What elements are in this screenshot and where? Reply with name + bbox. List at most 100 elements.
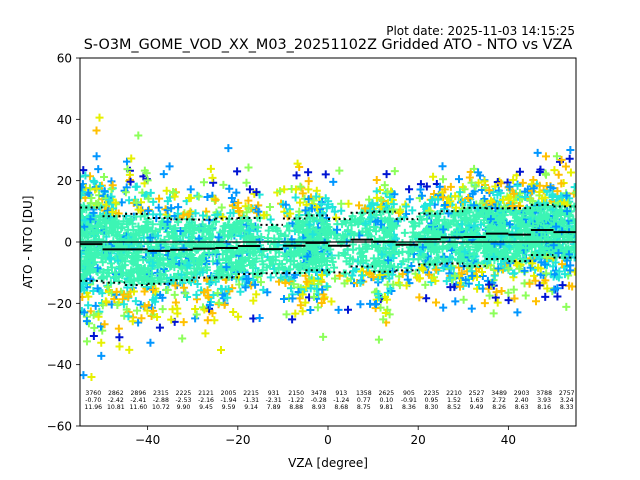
scatter-point — [414, 255, 423, 264]
scatter-point — [205, 234, 214, 243]
scatter-point — [224, 285, 233, 294]
scatter-point — [99, 272, 108, 281]
scatter-point — [309, 292, 318, 301]
scatter-point — [122, 305, 131, 314]
scatter-point — [176, 252, 185, 261]
scatter-point — [361, 204, 370, 213]
bin-count-label: 931 — [268, 390, 280, 397]
scatter-point — [135, 226, 144, 235]
scatter-point — [140, 287, 149, 296]
scatter-point — [167, 315, 176, 324]
scatter-point — [358, 252, 367, 261]
scatter-point — [193, 259, 202, 268]
scatter-point — [234, 312, 243, 321]
scatter-point — [382, 201, 391, 210]
scatter-point — [275, 260, 284, 269]
plot-date: Plot date: 2025-11-03 14:15:25 — [386, 24, 575, 38]
scatter-point — [249, 248, 258, 257]
scatter-point — [530, 271, 539, 280]
scatter-point — [535, 188, 544, 197]
scatter-point — [302, 227, 311, 236]
scatter-point — [80, 308, 89, 317]
scatter-point — [516, 218, 525, 227]
scatter-point — [506, 236, 515, 245]
bin-mean-label: -2.53 — [175, 397, 191, 404]
scatter-point — [542, 269, 551, 278]
scatter-point — [561, 162, 570, 171]
scatter-point — [273, 226, 282, 235]
scatter-point — [132, 198, 141, 207]
scatter-point — [80, 216, 89, 225]
scatter-point — [296, 198, 305, 207]
scatter-point — [295, 207, 304, 216]
scatter-point — [439, 263, 448, 272]
scatter-point — [509, 175, 518, 184]
scatter-point — [238, 211, 247, 220]
scatter-point — [90, 244, 99, 253]
scatter-point — [356, 300, 365, 309]
scatter-point — [155, 260, 164, 269]
scatter-point — [521, 192, 530, 201]
bin-count-label: 3489 — [491, 390, 507, 397]
scatter-point — [384, 256, 393, 265]
scatter-point — [482, 246, 491, 255]
bin-count-label: 913 — [335, 390, 347, 397]
scatter-point — [470, 250, 479, 259]
scatter-point — [571, 242, 576, 251]
scatter-point — [402, 281, 411, 290]
scatter-point — [319, 332, 328, 341]
scatter-point — [234, 198, 243, 207]
scatter-point — [418, 243, 427, 252]
scatter-point — [498, 195, 507, 204]
scatter-point — [379, 225, 388, 234]
scatter-point — [404, 255, 413, 264]
scatter-point — [540, 202, 549, 211]
bin-mean-label: -2.16 — [198, 397, 214, 404]
scatter-point — [107, 254, 116, 263]
scatter-point — [493, 190, 502, 199]
scatter-point — [431, 227, 440, 236]
scatter-point — [248, 258, 257, 267]
scatter-point — [193, 280, 202, 289]
scatter-point — [294, 227, 303, 236]
scatter-point — [511, 224, 520, 233]
scatter-point — [149, 197, 158, 206]
scatter-point — [205, 279, 214, 288]
scatter-point — [282, 310, 291, 319]
scatter-point — [166, 222, 175, 231]
bin-std-label: 8.33 — [560, 404, 574, 411]
scatter-point — [144, 194, 153, 203]
scatter-point — [100, 320, 109, 329]
scatter-point — [279, 294, 288, 303]
scatter-point — [170, 290, 179, 299]
scatter-point — [92, 126, 101, 135]
scatter-point — [468, 271, 477, 280]
scatter-point — [566, 146, 575, 155]
scatter-point — [528, 259, 537, 268]
bin-count-label: 2315 — [153, 390, 169, 397]
scatter-point — [266, 273, 275, 282]
scatter-point — [518, 178, 527, 187]
scatter-point — [429, 172, 438, 181]
scatter-point — [538, 194, 547, 203]
bin-mean-label: 0.10 — [379, 397, 393, 404]
scatter-point — [570, 183, 576, 192]
scatter-point — [528, 197, 537, 206]
scatter-point — [440, 200, 449, 209]
scatter-point — [124, 292, 133, 301]
scatter-point — [486, 196, 495, 205]
bin-std-label: 9.81 — [379, 404, 393, 411]
scatter-point — [457, 269, 466, 278]
scatter-point — [174, 203, 183, 212]
scatter-point — [242, 236, 251, 245]
scatter-point — [80, 280, 87, 289]
scatter-point — [203, 316, 212, 325]
scatter-point — [517, 213, 526, 222]
bin-std-label: 10.72 — [152, 404, 170, 411]
scatter-point — [133, 306, 142, 315]
scatter-point — [464, 242, 473, 251]
scatter-point — [134, 205, 143, 214]
scatter-point — [459, 295, 468, 304]
x-tick-label: 0 — [324, 433, 332, 447]
scatter-point — [445, 273, 454, 282]
